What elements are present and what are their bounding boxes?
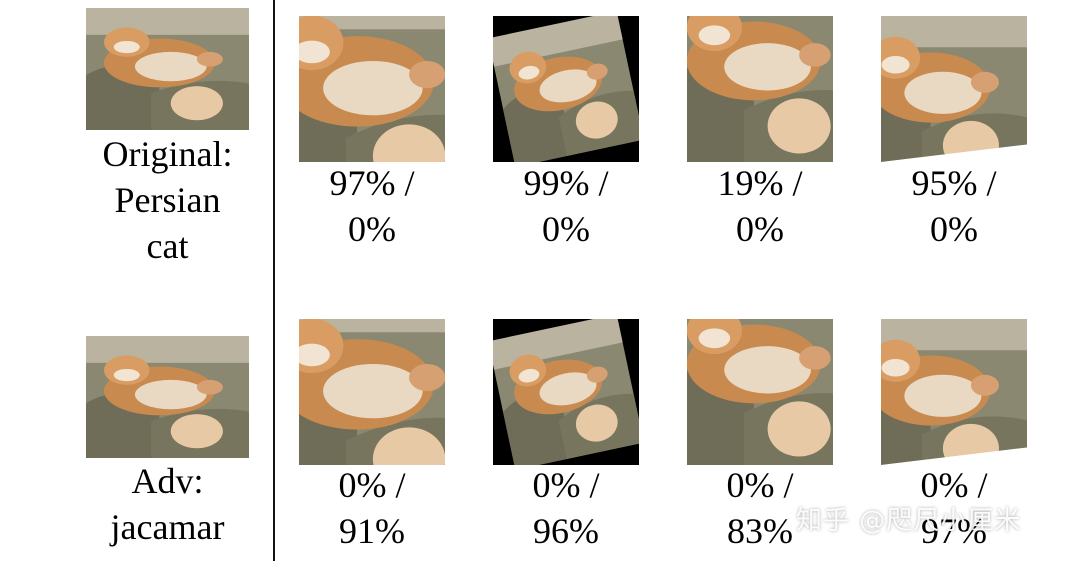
result-label: 19% / 0% [687,160,833,252]
result-line: 97% [921,511,987,551]
result-line: 0% [736,209,784,249]
result-label: 0% / 97% [881,462,1027,554]
original-image [86,8,249,130]
transform-image [687,319,833,465]
adversarial-image [86,336,249,458]
row-label-adversarial: Adv: jacamar [86,458,249,550]
result-line: 97% / [329,163,415,203]
result-label: 99% / 0% [493,160,639,252]
transform-image [881,319,1027,465]
result-label: 97% / 0% [299,160,445,252]
transform-image [687,16,833,162]
result-line: 0% [348,209,396,249]
result-label: 0% / 96% [493,462,639,554]
transform-image [881,16,1027,162]
result-label: 0% / 83% [687,462,833,554]
result-line: 96% [533,511,599,551]
result-line: 0% / [338,465,406,505]
result-line: 0% / [726,465,794,505]
result-label: 0% / 91% [299,462,445,554]
result-line: 99% / [523,163,609,203]
result-line: 0% / [532,465,600,505]
label-line: Adv: [131,461,204,501]
watermark: 知乎 @咫尺小厘米 [796,506,1022,536]
result-line: 95% / [911,163,997,203]
transform-image [493,16,639,162]
result-line: 83% [727,511,793,551]
label-line: cat [146,226,189,266]
result-label: 95% / 0% [881,160,1027,252]
row-label-original: Original: Persian cat [86,131,249,269]
label-line: Persian [114,180,221,220]
result-line: 91% [339,511,405,551]
transform-image [493,319,639,465]
result-line: 19% / [717,163,803,203]
transform-image [299,16,445,162]
label-line: jacamar [110,507,225,547]
result-line: 0% [542,209,590,249]
column-divider [273,0,275,561]
result-line: 0% [930,209,978,249]
transform-image [299,319,445,465]
label-line: Original: [102,134,233,174]
result-line: 0% / [920,465,988,505]
